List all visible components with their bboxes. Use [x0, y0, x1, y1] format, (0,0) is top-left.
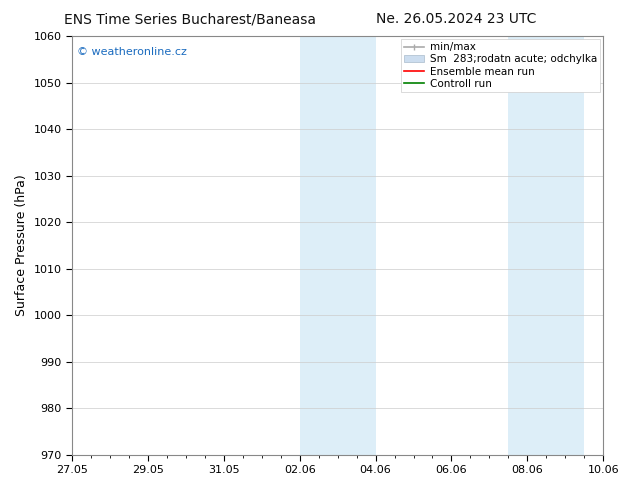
- Legend: min/max, Sm  283;rodatn acute; odchylka, Ensemble mean run, Controll run: min/max, Sm 283;rodatn acute; odchylka, …: [401, 39, 600, 92]
- Text: ENS Time Series Bucharest/Baneasa: ENS Time Series Bucharest/Baneasa: [64, 12, 316, 26]
- Text: © weatheronline.cz: © weatheronline.cz: [77, 47, 187, 57]
- Bar: [508, 36, 584, 455]
- Text: Ne. 26.05.2024 23 UTC: Ne. 26.05.2024 23 UTC: [377, 12, 536, 26]
- Y-axis label: Surface Pressure (hPa): Surface Pressure (hPa): [15, 174, 28, 316]
- Bar: [300, 36, 375, 455]
